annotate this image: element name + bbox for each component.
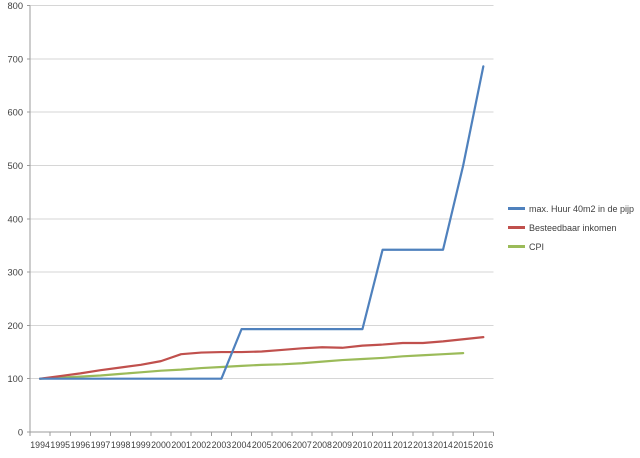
y-tick-label: 800 [7,1,23,11]
x-tick-label: 2003 [212,440,232,450]
x-tick-label: 2012 [393,440,413,450]
chart-legend: max. Huur 40m2 in de pijp Besteedbaar ink… [508,199,634,256]
x-tick-label: 2008 [312,440,332,450]
legend-label: Besteedbaar inkomen [529,222,617,233]
x-tick-label: 2001 [171,440,191,450]
series-line-max-huur-40m2-in-de-pijp [38,65,485,380]
legend-label: CPI [529,241,545,252]
x-tick-label: 1994 [30,440,50,450]
legend-line-swatch [508,245,525,248]
x-tick-label: 2013 [413,440,433,450]
y-tick-label: 200 [7,321,23,331]
x-tick-label: 1995 [50,440,70,450]
legend-item: CPI [508,237,634,256]
x-tick-label: 2009 [333,440,353,450]
x-tick-label: 2000 [151,440,171,450]
y-tick-label: 300 [7,268,23,278]
x-tick-label: 2014 [433,440,453,450]
x-tick-label: 2015 [453,440,473,450]
series-line-cpi [38,352,465,380]
legend-line-swatch [508,226,525,229]
y-tick-label: 0 [18,428,23,438]
x-tick-label: 2005 [252,440,272,450]
x-tick-label: 2011 [373,440,392,450]
legend-item: max. Huur 40m2 in de pijp [508,199,634,218]
y-tick-label: 400 [7,214,23,224]
y-tick-label: 100 [7,374,23,384]
x-tick-label: 1998 [111,440,131,450]
y-tick-label: 700 [7,54,23,64]
series-line-besteedbaar-inkomen [38,336,485,380]
x-tick-label: 2006 [272,440,292,450]
y-tick-label: 500 [7,161,23,171]
x-tick-label: 2010 [353,440,373,450]
x-tick-label: 2016 [474,440,494,450]
x-tick-label: 1999 [131,440,151,450]
y-tick-label: 600 [7,108,23,118]
legend-item: Besteedbaar inkomen [508,218,634,237]
x-tick-label: 2007 [292,440,312,450]
x-tick-label: 1997 [91,440,111,450]
legend-line-swatch [508,207,525,210]
x-tick-label: 1996 [71,440,91,450]
x-tick-label: 2002 [191,440,211,450]
legend-label: max. Huur 40m2 in de pijp [529,203,635,214]
x-tick-label: 2004 [232,440,252,450]
